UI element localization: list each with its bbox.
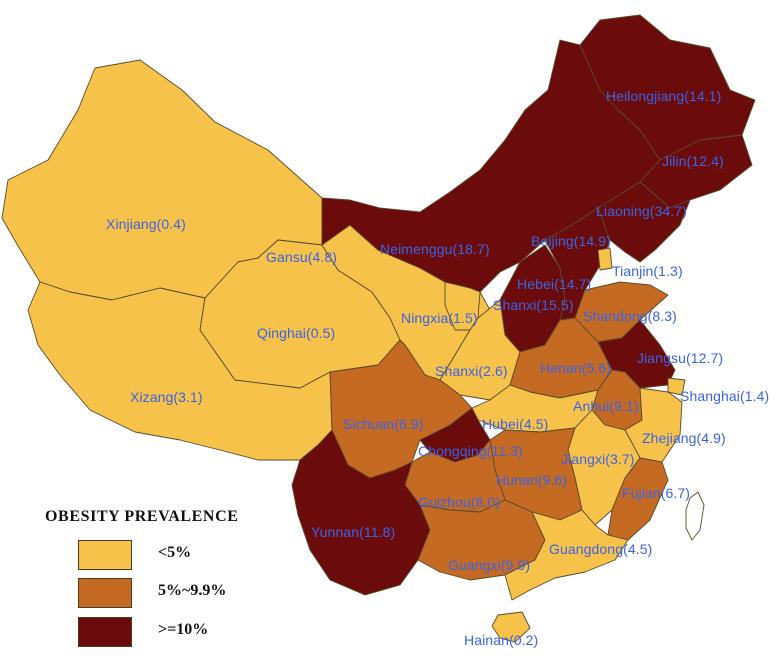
- label-hubei: Hubei(4.5): [482, 416, 549, 432]
- label-chongqing: Chongqing(11.3): [418, 443, 523, 459]
- province-guangdong: [504, 509, 629, 601]
- island-taiwan: [685, 491, 705, 541]
- province-shanghai: [667, 377, 686, 396]
- label-jilin: Jilin(12.4): [662, 153, 724, 169]
- legend-title: OBESITY PREVALENCE: [45, 508, 239, 525]
- province-liaoning: [597, 181, 691, 263]
- label-zhejiang: Zhejiang(4.9): [642, 430, 726, 446]
- province-tianjin: [597, 247, 613, 271]
- label-guangdong: Guangdong(4.5): [549, 541, 653, 557]
- legend-label-mid: 5%~9.9%: [158, 582, 227, 599]
- label-shanxi-north: Shanxi(15.5): [493, 297, 574, 313]
- legend-swatch-low: [78, 540, 132, 570]
- label-gansu: Gansu(4.8): [266, 249, 338, 265]
- label-hebei: Hebei(14.7): [517, 276, 592, 292]
- label-beijing: Beijing(14.9): [531, 233, 611, 249]
- province-hubei: [471, 384, 599, 433]
- label-yunnan: Yunnan(11.8): [311, 524, 396, 540]
- label-shandong: Shandong(8.3): [583, 308, 677, 324]
- label-sichuan: Sichuan(6.9): [343, 416, 424, 432]
- legend-label-low: <5%: [158, 544, 192, 561]
- label-heilongjiang: Heilongjiang(14.1): [606, 88, 722, 104]
- label-liaoning: Liaoning(34.7): [596, 203, 687, 219]
- legend-swatch-mid: [78, 578, 132, 608]
- label-jiangsu: Jiangsu(12.7): [637, 350, 724, 366]
- label-tianjin: Tianjin(1.3): [612, 263, 683, 279]
- label-henan: Henan(5.6): [540, 360, 612, 376]
- province-hainan: [491, 611, 531, 643]
- province-fujian: [607, 457, 669, 541]
- legend-swatch-high: [78, 617, 132, 647]
- label-fujian: Fujian(6.7): [622, 485, 691, 501]
- label-guangxi: Guangxi(9.9): [448, 557, 531, 573]
- province-heilongjiang: [579, 14, 756, 161]
- label-qinghai: Qinghai(0.5): [257, 325, 336, 341]
- label-shanghai: Shanghai(1.4): [680, 388, 770, 404]
- label-guizhou: Guizhou(8.0): [418, 494, 501, 510]
- label-xizang: Xizang(3.1): [130, 389, 203, 405]
- label-xinjiang: Xinjiang(0.4): [106, 216, 186, 232]
- label-ningxia: Ningxia(1.5): [401, 310, 478, 326]
- label-jiangxi: Jiangxi(3.7): [561, 451, 635, 467]
- label-hainan: Hainan(0.2): [464, 632, 539, 648]
- label-neimenggu: Neimenggu(18.7): [380, 241, 490, 257]
- label-shanxi-south: Shanxi(2.6): [435, 363, 508, 379]
- legend-label-high: >=10%: [158, 621, 209, 638]
- label-anhui: Anhui(9.1): [573, 398, 639, 414]
- label-hunan: Hunan(9.6): [496, 472, 568, 488]
